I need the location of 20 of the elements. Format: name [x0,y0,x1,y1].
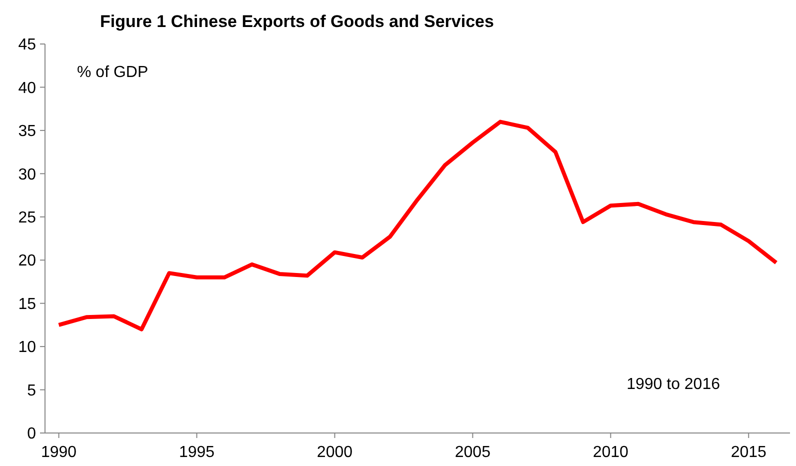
y-tick-label: 40 [18,80,36,97]
x-tick-label: 1995 [178,444,215,461]
y-tick-label: 5 [27,382,36,400]
y-tick-label: 25 [18,209,36,226]
annotation: % of GDP [77,64,148,81]
x-tick-label: 2010 [592,444,629,461]
y-tick-label: 0 [27,426,36,443]
line-series [56,120,778,332]
y-tick-label: 35 [18,123,36,140]
x-tick-label: 2015 [730,444,767,461]
y-tick-label: 45 [18,36,36,54]
annotation: 1990 to 2016 [626,376,720,393]
y-tick-label: 15 [18,296,36,313]
y-tick-label: 10 [18,339,36,356]
x-tick-label: 2005 [454,444,491,461]
chart-title: Figure 1 Chinese Exports of Goods and Services [100,12,494,31]
x-tick-label: 2000 [316,444,353,461]
y-tick-label: 20 [18,252,36,270]
y-tick-label: 30 [18,166,36,184]
x-tick-label: 1990 [41,444,77,461]
